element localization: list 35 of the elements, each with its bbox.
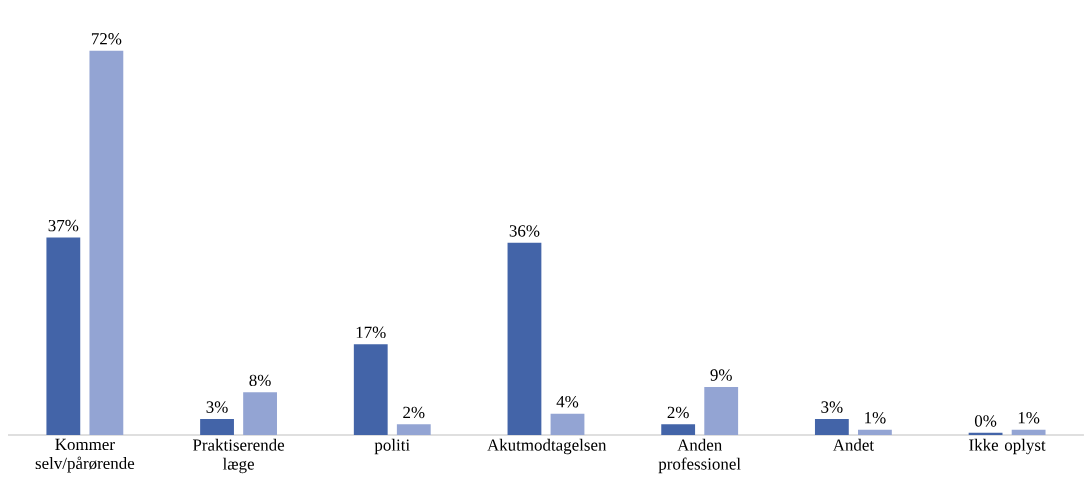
- data-label: 1%: [1018, 412, 1040, 424]
- bar: [814, 418, 849, 435]
- data-label: 3%: [821, 401, 843, 413]
- bar: [89, 50, 124, 435]
- bar: [353, 344, 388, 435]
- data-label: 36%: [509, 225, 540, 237]
- data-label: 2%: [403, 406, 425, 419]
- data-label: 0%: [974, 415, 997, 427]
- bar: [858, 429, 892, 435]
- x-tick-label: politi: [374, 438, 410, 455]
- data-label: 3%: [206, 401, 228, 413]
- bar: [243, 392, 277, 435]
- bar: [968, 432, 1003, 435]
- bar: [46, 237, 81, 435]
- x-tick-label: Anden professionel: [658, 438, 741, 474]
- bar: [661, 424, 696, 435]
- x-tick-label: Andet: [832, 438, 874, 451]
- bar: [396, 424, 431, 435]
- data-label: 8%: [249, 374, 271, 387]
- data-label: 72%: [91, 33, 122, 45]
- data-label: 4%: [556, 395, 579, 408]
- bar: [550, 413, 585, 435]
- bar: [1011, 429, 1046, 435]
- data-label: 9%: [710, 369, 732, 381]
- data-label: 2%: [667, 406, 689, 419]
- bar: [507, 242, 542, 435]
- x-tick-label: Kommer selv/pårørende: [35, 438, 135, 473]
- data-label: 1%: [865, 412, 886, 424]
- x-tick-label: Praktiserende læge: [192, 438, 285, 474]
- data-label: 17%: [356, 326, 386, 339]
- bar: [704, 386, 739, 435]
- x-tick-label: Akutmodtagelsen: [487, 438, 607, 455]
- x-tick-label: Ikke oplyst: [969, 438, 1046, 455]
- bar: [200, 418, 234, 435]
- data-label: 37%: [48, 219, 79, 232]
